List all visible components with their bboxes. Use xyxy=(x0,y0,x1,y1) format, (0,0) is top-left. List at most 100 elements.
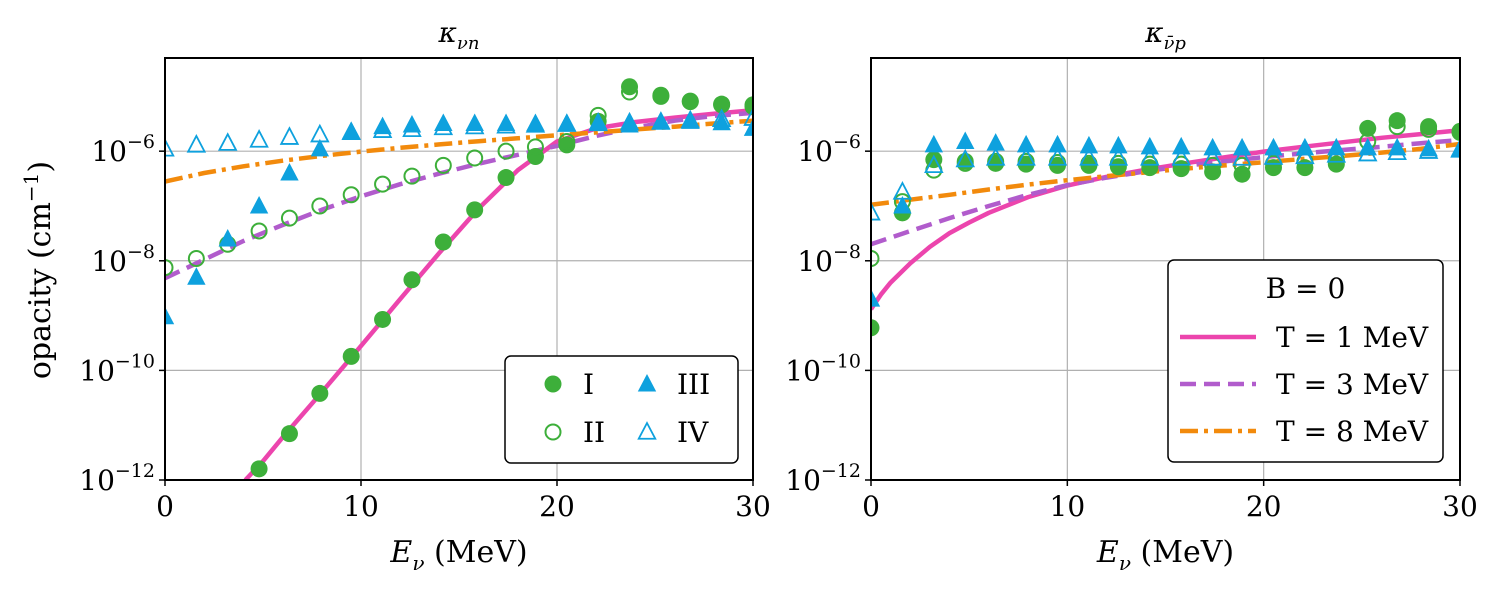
x-axis-label: Eν (MeV) xyxy=(389,535,527,575)
marker-I xyxy=(466,201,484,219)
marker-IV xyxy=(1047,147,1068,166)
marker-I xyxy=(1109,158,1127,176)
marker-I xyxy=(558,136,576,154)
marker-III xyxy=(1140,136,1159,155)
marker-IV xyxy=(892,181,913,200)
marker-I xyxy=(280,425,298,443)
marker-I xyxy=(1327,155,1345,173)
y-tick-base: 10 xyxy=(785,354,821,387)
marker-III xyxy=(1203,137,1222,156)
marker-IV xyxy=(871,201,881,221)
y-axis-label-exponent: −1 xyxy=(19,173,43,202)
marker-II xyxy=(250,222,268,240)
marker-II xyxy=(1420,120,1438,138)
marker-I xyxy=(1204,163,1222,181)
x-axis-label-unit: (MeV) xyxy=(424,535,527,570)
legend-label: T = 8 MeV xyxy=(1276,415,1429,448)
panel-title-sub: νn xyxy=(457,33,480,54)
y-tick-exponent: −10 xyxy=(115,350,155,372)
marker-III xyxy=(280,162,299,181)
legend-box xyxy=(504,355,739,464)
marker-III xyxy=(986,133,1005,151)
marker-IV xyxy=(1202,147,1223,166)
marker-IV xyxy=(341,121,361,141)
marker-I xyxy=(342,347,360,365)
marker-II xyxy=(280,209,298,227)
marker-IV xyxy=(1108,147,1129,166)
y-tick-label: 10−8 xyxy=(797,241,861,278)
x-axis-label-var: E xyxy=(389,535,412,570)
x-tick-label: 20 xyxy=(539,490,575,523)
marker-I xyxy=(1141,159,1159,177)
marker-II xyxy=(621,83,639,101)
y-tick-base: 10 xyxy=(79,354,115,387)
legend-label: III xyxy=(677,368,710,401)
marker-I xyxy=(1233,165,1251,183)
legend-title: B = 0 xyxy=(1266,272,1346,305)
plot-frame xyxy=(870,57,1461,481)
panel-title-sub: ν̄p xyxy=(1163,33,1186,54)
marker-II xyxy=(526,138,544,156)
panel-title-main: κ xyxy=(438,16,457,49)
marker-I xyxy=(434,233,452,251)
marker-IV xyxy=(955,148,976,168)
marker-I xyxy=(311,384,329,402)
marker-IV xyxy=(711,108,732,128)
marker-II xyxy=(497,142,515,160)
marker-IV xyxy=(372,119,393,138)
marker-I xyxy=(871,319,880,337)
marker-IV xyxy=(588,112,608,132)
marker-IV xyxy=(279,126,300,145)
y-tick-base: 10 xyxy=(797,245,833,278)
marker-I xyxy=(1296,159,1314,177)
y-tick-base: 10 xyxy=(785,464,821,497)
y-tick-exponent: −6 xyxy=(833,131,861,153)
marker-IV xyxy=(651,111,671,130)
plot-frame xyxy=(164,57,754,481)
x-tick-label: 10 xyxy=(343,490,379,523)
marker-III xyxy=(956,131,975,150)
x-tick-label: 0 xyxy=(156,490,174,523)
marker-III xyxy=(1048,134,1067,153)
y-tick-exponent: −8 xyxy=(833,241,861,263)
y-tick-base: 10 xyxy=(91,135,127,168)
marker-III xyxy=(1016,134,1036,153)
marker-IV xyxy=(1418,140,1439,159)
x-tick-label: 10 xyxy=(1050,490,1086,523)
legend-marker-IV xyxy=(637,421,657,440)
legend-marker-II xyxy=(544,423,562,441)
marker-IV xyxy=(186,133,207,153)
x-axis-label-unit: (MeV) xyxy=(1131,535,1234,570)
marker-IV xyxy=(619,111,640,131)
y-axis-label: opacity (cm−1) xyxy=(19,161,58,379)
marker-I xyxy=(497,169,515,187)
line-series-T3 xyxy=(871,137,1460,247)
marker-IV xyxy=(1232,147,1252,166)
y-tick-label: 10−6 xyxy=(797,131,861,168)
legend: B = 0 T = 1 MeV T = 3 MeV T = 8 MeV xyxy=(1167,259,1444,463)
marker-IV xyxy=(217,132,238,151)
marker-III xyxy=(924,134,944,153)
x-axis-label-sub: ν xyxy=(1119,551,1131,575)
marker-III xyxy=(249,195,269,214)
y-tick-exponent: −10 xyxy=(821,350,861,372)
marker-IV xyxy=(924,154,944,174)
marker-II xyxy=(403,167,421,185)
y-tick-label: 10−8 xyxy=(91,241,155,278)
legend-marker-III xyxy=(637,374,657,392)
marker-III xyxy=(743,118,753,136)
marker-III xyxy=(681,111,700,129)
marker-II xyxy=(342,186,360,204)
line-series-T3 xyxy=(165,110,753,281)
y-tick-base: 10 xyxy=(79,464,115,497)
y-tick-exponent: −8 xyxy=(127,241,155,263)
marker-III xyxy=(402,115,422,133)
legend-box xyxy=(1167,259,1444,463)
marker-IV xyxy=(496,114,516,134)
x-tick-label: 20 xyxy=(1246,490,1282,523)
marker-IV xyxy=(1079,147,1099,166)
marker-IV xyxy=(743,107,753,126)
